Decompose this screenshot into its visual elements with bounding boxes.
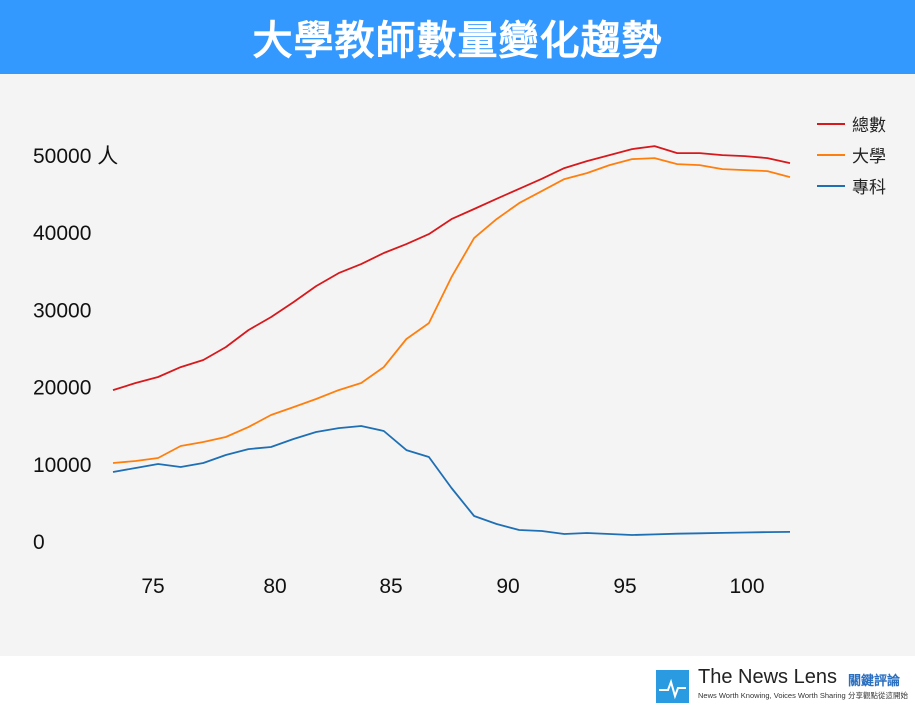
series-line-2 [112, 425, 791, 536]
header-bar: 大學教師數量變化趨勢 [0, 0, 915, 74]
x-tick-label: 100 [729, 575, 764, 598]
x-tick-label: 90 [496, 575, 519, 598]
y-tick-label: 20000 [33, 377, 91, 400]
x-tick-label: 95 [613, 575, 636, 598]
y-tick-label: 40000 [33, 222, 91, 245]
legend-label: 總數 [852, 116, 886, 136]
series-line-1 [112, 157, 791, 464]
legend-label: 大學 [852, 147, 886, 167]
brand-name: The News Lens [698, 666, 837, 688]
pulse-logo-icon [656, 670, 689, 703]
tagline: News Worth Knowing, Voices Worth Sharing [698, 691, 846, 700]
chart-title: 大學教師數量變化趨勢 [252, 18, 663, 64]
footer-logo: The News Lens 關鍵評論 News Worth Knowing, V… [656, 666, 915, 708]
y-tick-label: 10000 [33, 454, 91, 477]
series-line-0 [112, 145, 791, 391]
legend-label: 專科 [852, 178, 886, 198]
x-tick-label: 80 [263, 575, 286, 598]
x-tick-label: 85 [379, 575, 402, 598]
y-tick-label: 0 [33, 531, 45, 554]
y-tick-label: 50000 人 [33, 145, 118, 168]
y-tick-label: 30000 [33, 299, 91, 322]
chart-panel: 0 10000 20000 30000 40000 50000 人 75 80 85 90 95 10… [0, 74, 915, 656]
tagline-cn: 分享觀點從這開始 [848, 691, 908, 700]
line-chart: 0 10000 20000 30000 40000 50000 人 75 80 85 90 95 10… [33, 116, 886, 598]
x-tick-label: 75 [141, 575, 164, 598]
brand-name-cn: 關鍵評論 [848, 674, 901, 689]
